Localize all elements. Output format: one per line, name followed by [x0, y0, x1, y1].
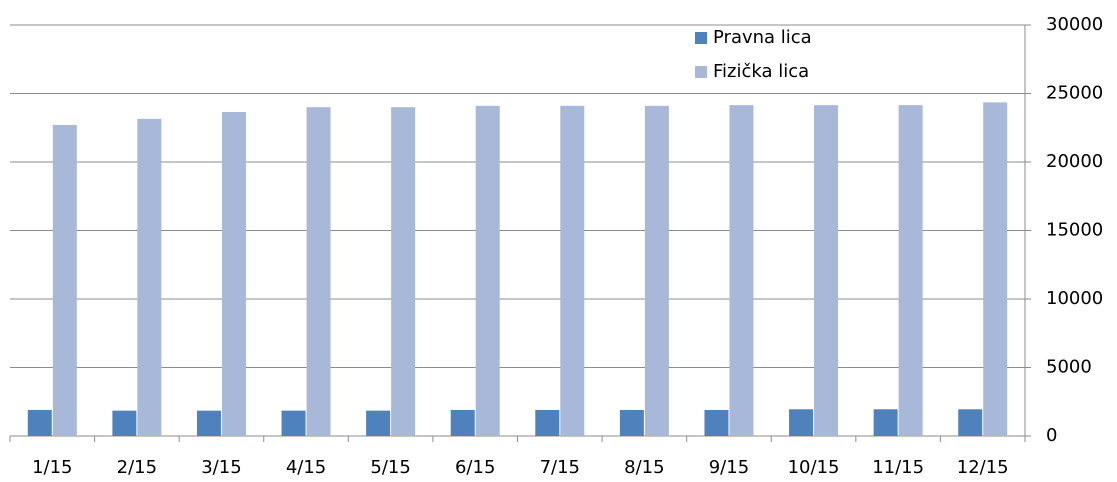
y-tick-label: 30000 [1046, 14, 1103, 35]
x-tick-label: 10/15 [788, 457, 840, 478]
bar [560, 105, 585, 436]
x-tick-label: 3/15 [201, 457, 241, 478]
y-tick-label: 10000 [1046, 288, 1103, 309]
bar [983, 102, 1008, 436]
bar [898, 105, 923, 437]
bar [475, 105, 500, 436]
bar [958, 409, 983, 436]
bar [535, 409, 560, 436]
x-tick-label: 1/15 [32, 457, 72, 478]
y-tick-label: 0 [1046, 425, 1057, 446]
x-tick-label: 8/15 [624, 457, 664, 478]
bar [366, 410, 391, 436]
x-tick-label: 5/15 [370, 457, 410, 478]
x-tick-label: 9/15 [709, 457, 749, 478]
bar [306, 107, 331, 436]
bar [52, 125, 77, 436]
bar [221, 111, 246, 437]
bar [619, 409, 644, 436]
bar [450, 409, 475, 436]
x-tick-label: 2/15 [117, 457, 157, 478]
y-tick-label: 25000 [1046, 83, 1103, 104]
bar [196, 410, 221, 436]
x-tick-label: 4/15 [286, 457, 326, 478]
x-tick-label: 11/15 [872, 457, 924, 478]
y-tick-label: 15000 [1046, 220, 1103, 241]
bar [873, 409, 898, 436]
y-tick-label: 20000 [1046, 151, 1103, 172]
bar [644, 105, 669, 436]
y-tick-label: 5000 [1046, 357, 1092, 378]
bar [814, 105, 839, 437]
bar [112, 410, 137, 436]
bar [704, 409, 729, 436]
legend-swatch [695, 32, 707, 44]
x-tick-label: 12/15 [957, 457, 1009, 478]
bar [137, 118, 162, 436]
bar [27, 409, 52, 436]
legend-swatch [695, 66, 707, 78]
bar [729, 105, 754, 437]
bar [281, 410, 306, 436]
legend-label: Fizička lica [713, 61, 809, 82]
legend-label: Pravna lica [713, 27, 812, 48]
x-tick-label: 7/15 [540, 457, 580, 478]
bar [391, 107, 416, 436]
x-tick-label: 6/15 [455, 457, 495, 478]
bar [789, 409, 814, 436]
